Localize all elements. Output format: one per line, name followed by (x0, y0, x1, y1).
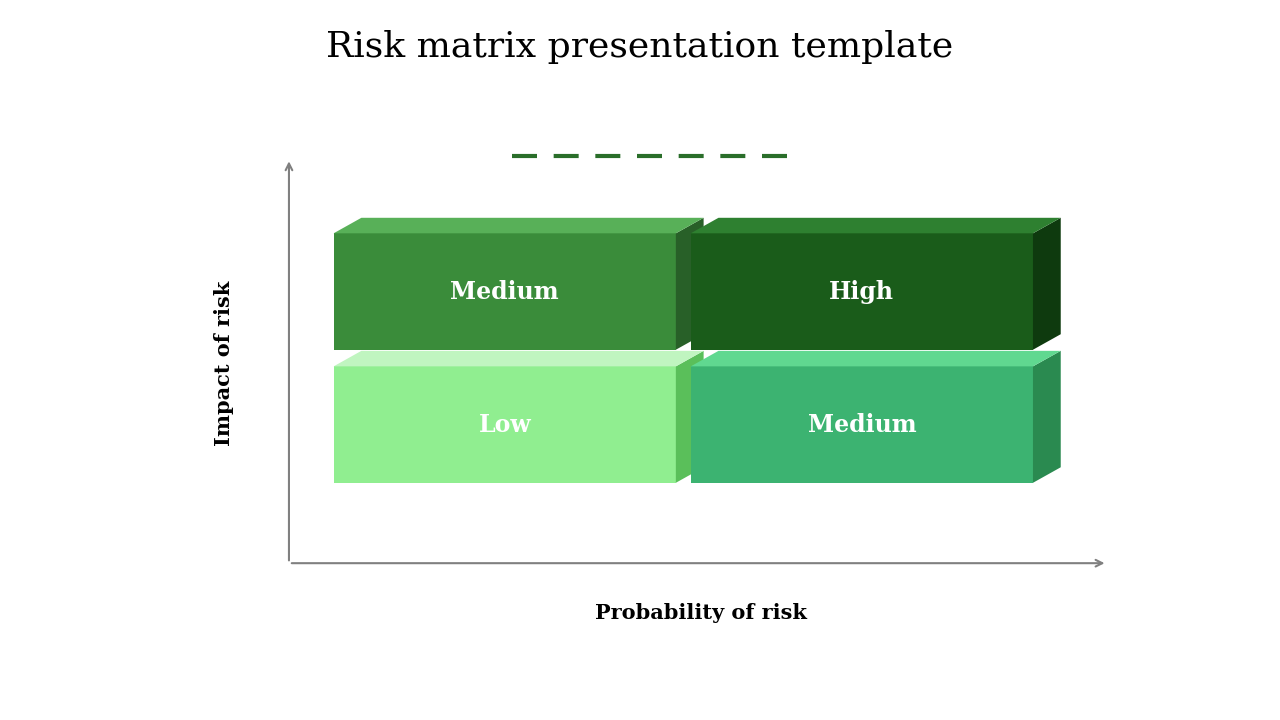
Polygon shape (676, 217, 704, 350)
Text: Medium: Medium (451, 279, 559, 304)
Polygon shape (334, 217, 704, 233)
Polygon shape (1033, 217, 1061, 350)
Polygon shape (691, 233, 1033, 350)
Text: Low: Low (479, 413, 531, 436)
Text: Risk matrix presentation template: Risk matrix presentation template (326, 30, 954, 64)
Polygon shape (691, 366, 1033, 483)
Text: Medium: Medium (808, 413, 916, 436)
Text: Impact of risk: Impact of risk (215, 281, 234, 446)
Polygon shape (334, 366, 676, 483)
Polygon shape (334, 351, 704, 366)
Polygon shape (1033, 351, 1061, 483)
Polygon shape (676, 351, 704, 483)
Polygon shape (691, 217, 1061, 233)
Text: Probability of risk: Probability of risk (595, 603, 806, 623)
Text: High: High (829, 279, 895, 304)
Polygon shape (334, 233, 676, 350)
Polygon shape (691, 351, 1061, 366)
